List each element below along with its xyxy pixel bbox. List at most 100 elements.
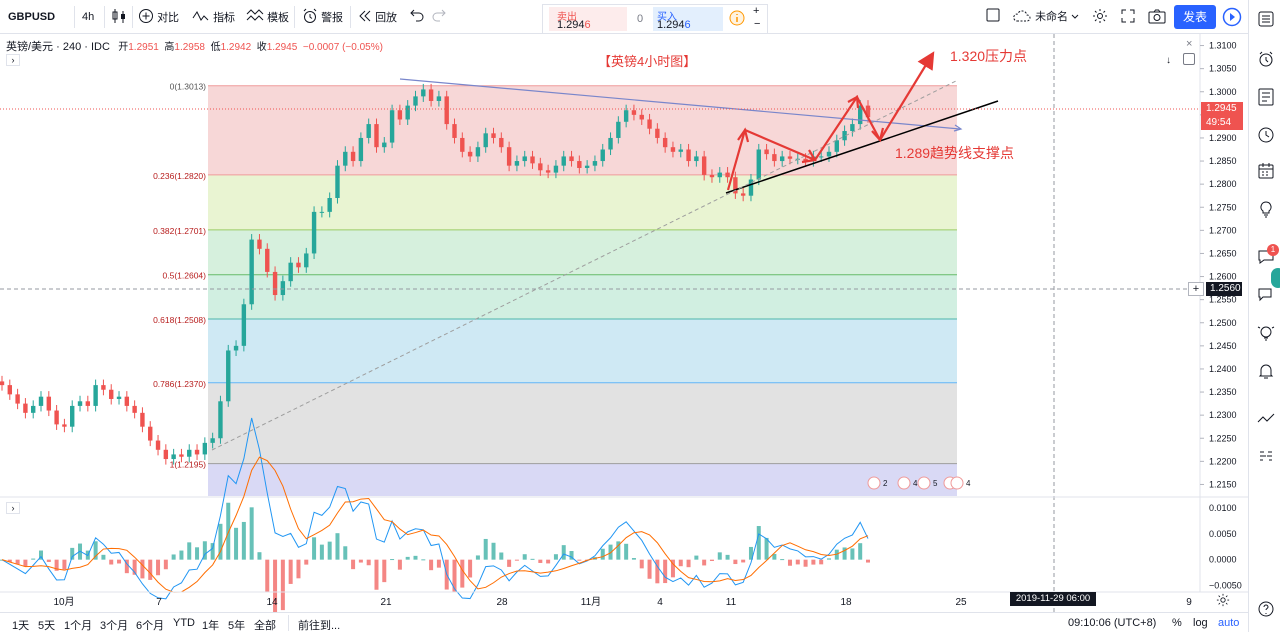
candle-body <box>124 396 130 406</box>
ideas-icon[interactable] <box>1257 324 1275 342</box>
event-marker[interactable] <box>897 476 911 490</box>
templates-button[interactable]: 模板 <box>246 8 289 26</box>
layout-toggle[interactable] <box>986 8 1000 26</box>
macd-indicator[interactable]: 0.0100 0.0050 0.0000 −0.0050 <box>0 417 1242 612</box>
chart-title-annotation[interactable]: 【英镑4小时图】 <box>598 54 696 69</box>
price-axis[interactable]: 1.31001.30501.30001.29501.29001.28501.28… <box>1199 34 1237 592</box>
range-1m[interactable]: 1个月 <box>64 620 93 632</box>
macd-legend-expand[interactable]: › <box>6 502 20 514</box>
alert-button[interactable]: 警报 <box>302 8 343 26</box>
candle-body <box>187 449 192 457</box>
notifications-icon[interactable] <box>1257 362 1275 380</box>
sell-price: 1.2946 <box>557 19 591 31</box>
messages-icon[interactable] <box>1257 286 1275 304</box>
range-6m[interactable]: 6个月 <box>136 620 165 632</box>
lightbulb-icon[interactable] <box>1257 200 1275 218</box>
candle-body <box>366 124 371 138</box>
clock-icon[interactable] <box>1257 126 1275 144</box>
economic-events[interactable]: 24534 <box>867 476 971 490</box>
snapshot-button[interactable] <box>1148 8 1166 26</box>
macd-histogram-bar <box>319 544 324 560</box>
range-ytd[interactable]: YTD <box>173 617 195 629</box>
undo-button[interactable] <box>410 8 424 26</box>
add-alert-button[interactable]: + <box>1188 282 1204 296</box>
macd-tick-label: 0.0100 <box>1209 503 1237 513</box>
undo-icon <box>410 9 424 22</box>
range-all[interactable]: 全部 <box>254 620 276 632</box>
redo-button[interactable] <box>432 8 446 26</box>
fullscreen-button[interactable] <box>1120 8 1136 26</box>
fibonacci-retracement[interactable]: 0(1.3013) 0.236(1.2820) 0.382(1.2701) 0.5(1… <box>153 82 957 496</box>
auto-scale-toggle[interactable]: auto <box>1218 617 1240 629</box>
close-pane-button[interactable]: × <box>1186 38 1193 50</box>
candle-body <box>639 114 644 120</box>
macd-histogram-bar <box>397 559 402 570</box>
sell-button[interactable]: 卖出 1.2946 <box>549 7 627 31</box>
watchlist-icon[interactable] <box>1257 10 1275 28</box>
quantity-increase[interactable]: + <box>753 5 760 17</box>
play-button[interactable] <box>1222 7 1242 27</box>
price-tick-label: 1.2300 <box>1209 410 1237 420</box>
legend-symbol-name[interactable]: 英镑/美元 · 240 · IDC <box>6 41 110 53</box>
macd-histogram-bar <box>257 552 262 560</box>
price-tick-label: 1.2900 <box>1209 133 1237 143</box>
event-marker[interactable] <box>917 476 931 490</box>
fib-band <box>208 382 957 464</box>
layout-name-button[interactable]: 未命名 <box>1012 8 1079 26</box>
range-1d[interactable]: 1天 <box>12 620 30 632</box>
candle-body <box>132 405 137 413</box>
log-scale-toggle[interactable]: log <box>1193 617 1208 629</box>
candle-body <box>460 137 465 152</box>
candle-body <box>748 179 754 196</box>
chart-settings-button[interactable] <box>1216 593 1230 610</box>
range-1y[interactable]: 1年 <box>202 620 220 632</box>
macd-histogram-bar <box>686 559 691 568</box>
calendar-icon[interactable] <box>1257 162 1275 180</box>
macd-histogram-bar <box>647 559 652 579</box>
macd-histogram-bar <box>819 559 824 565</box>
support-annotation[interactable]: 1.289趋势线支撑点 <box>895 145 1014 161</box>
candle-type-button[interactable] <box>112 8 126 26</box>
info-button[interactable] <box>729 10 745 29</box>
compare-button[interactable]: 对比 <box>138 8 179 26</box>
bottom-toolbar: 1天 5天 1个月 3个月 6个月 YTD 1年 5年 全部 前往到... 09… <box>0 612 1248 632</box>
drawings[interactable]: 1.320压力点 1.289趋势线支撑点 【英镑4小时图】 <box>211 48 1027 451</box>
buy-button[interactable]: 买入 1.2946 <box>653 7 723 31</box>
event-marker[interactable] <box>950 476 964 490</box>
range-5y[interactable]: 5年 <box>228 620 246 632</box>
timezone-clock[interactable]: 09:10:06 (UTC+8) <box>1068 617 1157 629</box>
event-marker[interactable] <box>867 476 881 490</box>
candle-body <box>834 140 839 152</box>
resistance-arrow[interactable] <box>879 51 935 141</box>
scroll-down-button[interactable]: ↓ <box>1166 55 1171 66</box>
resistance-annotation[interactable]: 1.320压力点 <box>950 48 1027 64</box>
publish-button[interactable]: 发表 <box>1174 5 1216 29</box>
alarm-clock-icon[interactable] <box>1257 50 1275 68</box>
interval-selector[interactable]: 4h <box>82 11 95 23</box>
quantity-decrease[interactable]: − <box>754 18 761 30</box>
macd-histogram-bar <box>296 559 301 579</box>
goto-date-button[interactable]: 前往到... <box>298 620 341 632</box>
settings-button[interactable] <box>1092 8 1108 26</box>
candle-body <box>733 177 738 194</box>
macd-histogram-bar <box>772 553 777 560</box>
data-window-icon[interactable] <box>1257 88 1275 106</box>
trend-icon[interactable] <box>1257 410 1275 428</box>
replay-button[interactable]: 回放 <box>358 8 397 26</box>
symbol-search[interactable]: GBPUSD <box>8 11 56 23</box>
legend-expand-button[interactable]: › <box>6 54 20 66</box>
percent-scale-toggle[interactable]: % <box>1172 617 1182 629</box>
indicators-button[interactable]: 指标 <box>192 8 235 26</box>
dom-icon[interactable] <box>1257 448 1275 466</box>
help-icon[interactable] <box>1257 600 1275 618</box>
candle-body <box>171 454 176 460</box>
support-trendline[interactable] <box>725 100 999 194</box>
downtrend-line[interactable] <box>399 78 961 130</box>
range-3m[interactable]: 3个月 <box>100 620 129 632</box>
maximize-pane-button[interactable] <box>1183 53 1195 65</box>
candle-body <box>857 105 863 125</box>
range-5d[interactable]: 5天 <box>38 620 56 632</box>
price-chart[interactable]: 0(1.3013) 0.236(1.2820) 0.382(1.2701) 0.5(1… <box>0 0 1248 612</box>
candle-body <box>93 385 98 406</box>
candle-body <box>592 161 598 166</box>
